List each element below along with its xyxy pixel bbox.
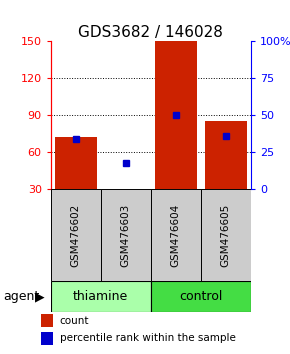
Text: count: count: [60, 316, 89, 326]
Bar: [151, 189, 201, 281]
Text: GSM476604: GSM476604: [171, 204, 181, 267]
Text: GSM476603: GSM476603: [121, 204, 131, 267]
Text: thiamine: thiamine: [73, 290, 128, 303]
Bar: [151, 281, 251, 312]
Text: ▶: ▶: [35, 290, 45, 303]
Text: GSM476602: GSM476602: [71, 204, 81, 267]
Text: agent: agent: [3, 290, 39, 303]
Title: GDS3682 / 146028: GDS3682 / 146028: [78, 24, 223, 40]
Bar: [204, 121, 247, 189]
Bar: [41, 332, 53, 345]
Text: control: control: [179, 290, 222, 303]
Bar: [51, 189, 101, 281]
Bar: [201, 189, 251, 281]
Bar: [41, 314, 53, 327]
Text: GSM476605: GSM476605: [221, 204, 231, 267]
Text: percentile rank within the sample: percentile rank within the sample: [60, 333, 236, 343]
Bar: [101, 189, 151, 281]
Bar: [155, 41, 197, 189]
Bar: [55, 137, 97, 189]
Bar: [51, 281, 151, 312]
